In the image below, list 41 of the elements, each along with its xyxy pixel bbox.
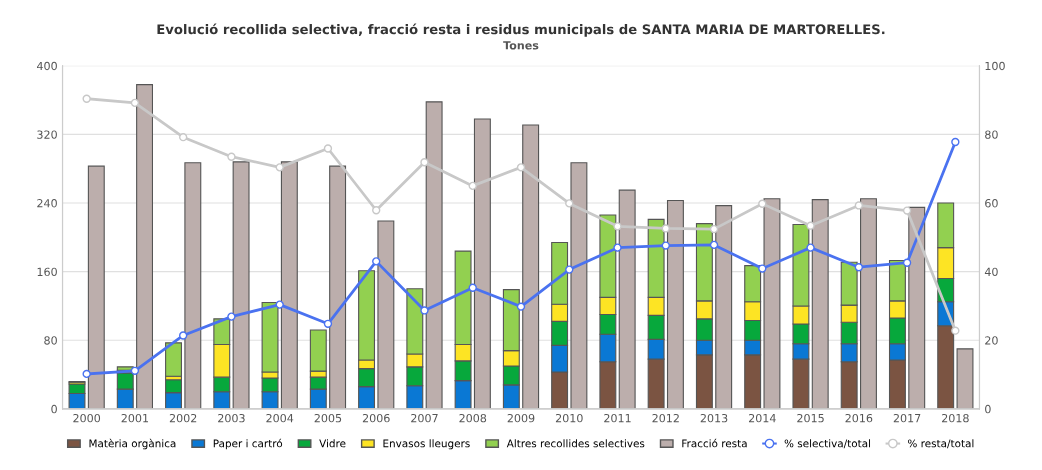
x-tick-label: 2012 <box>652 413 679 423</box>
x-tick-label: 2000 <box>73 413 101 423</box>
y-tick-label: 240 <box>37 199 57 208</box>
y-tick-label: 400 <box>36 61 57 71</box>
legend-label: Envasos lleugers <box>383 439 470 450</box>
x-tick-label: 2016 <box>845 413 873 423</box>
legend-label: % resta/total <box>908 439 974 449</box>
legend-label: Paper i cartró <box>213 438 283 450</box>
y-tick-label: 160 <box>37 267 57 277</box>
legend-label: Fracció resta <box>682 438 747 448</box>
x-tick-label: 2014 <box>748 413 776 423</box>
y2-tick-label: 0 <box>985 404 991 414</box>
x-tick-label: 2005 <box>314 413 342 423</box>
y-tick-label: 80 <box>44 336 57 345</box>
x-tick-label: 2002 <box>169 413 197 423</box>
legend-label: % selectiva/total <box>784 439 871 449</box>
y2-tick-label: 80 <box>985 130 998 139</box>
x-tick-label: 2004 <box>266 413 294 423</box>
y2-tick-label: 100 <box>985 61 1005 71</box>
x-tick-label: 2018 <box>942 413 969 423</box>
x-tick-label: 2007 <box>411 413 438 423</box>
x-tick-label: 2017 <box>893 413 921 423</box>
y2-tick-label: 60 <box>985 199 998 208</box>
legend-label: Matèria orgànica <box>89 438 176 450</box>
y-tick-label: 320 <box>37 130 57 139</box>
x-tick-label: 2015 <box>797 413 824 423</box>
x-tick-label: 2011 <box>604 413 631 423</box>
y2-tick-label: 40 <box>984 267 998 277</box>
x-tick-label: 2001 <box>121 413 149 423</box>
y-tick-label: 0 <box>51 404 57 414</box>
chart-subtitle: Tones <box>503 41 539 50</box>
chart-title: Evolució recollida selectiva, fracció resta i residus municipals de SANTA MARIA DE MARTORELLES. <box>157 23 885 37</box>
x-tick-label: 2006 <box>362 413 390 423</box>
x-tick-label: 2003 <box>218 413 245 423</box>
legend-label: Vidre <box>319 439 346 448</box>
x-tick-label: 2013 <box>700 413 728 423</box>
legend-label: Altres recollides selectives <box>506 439 645 448</box>
y2-tick-label: 20 <box>985 336 998 345</box>
x-tick-label: 2008 <box>459 413 487 423</box>
x-tick-label: 2009 <box>507 413 535 423</box>
x-tick-label: 2010 <box>555 413 583 423</box>
